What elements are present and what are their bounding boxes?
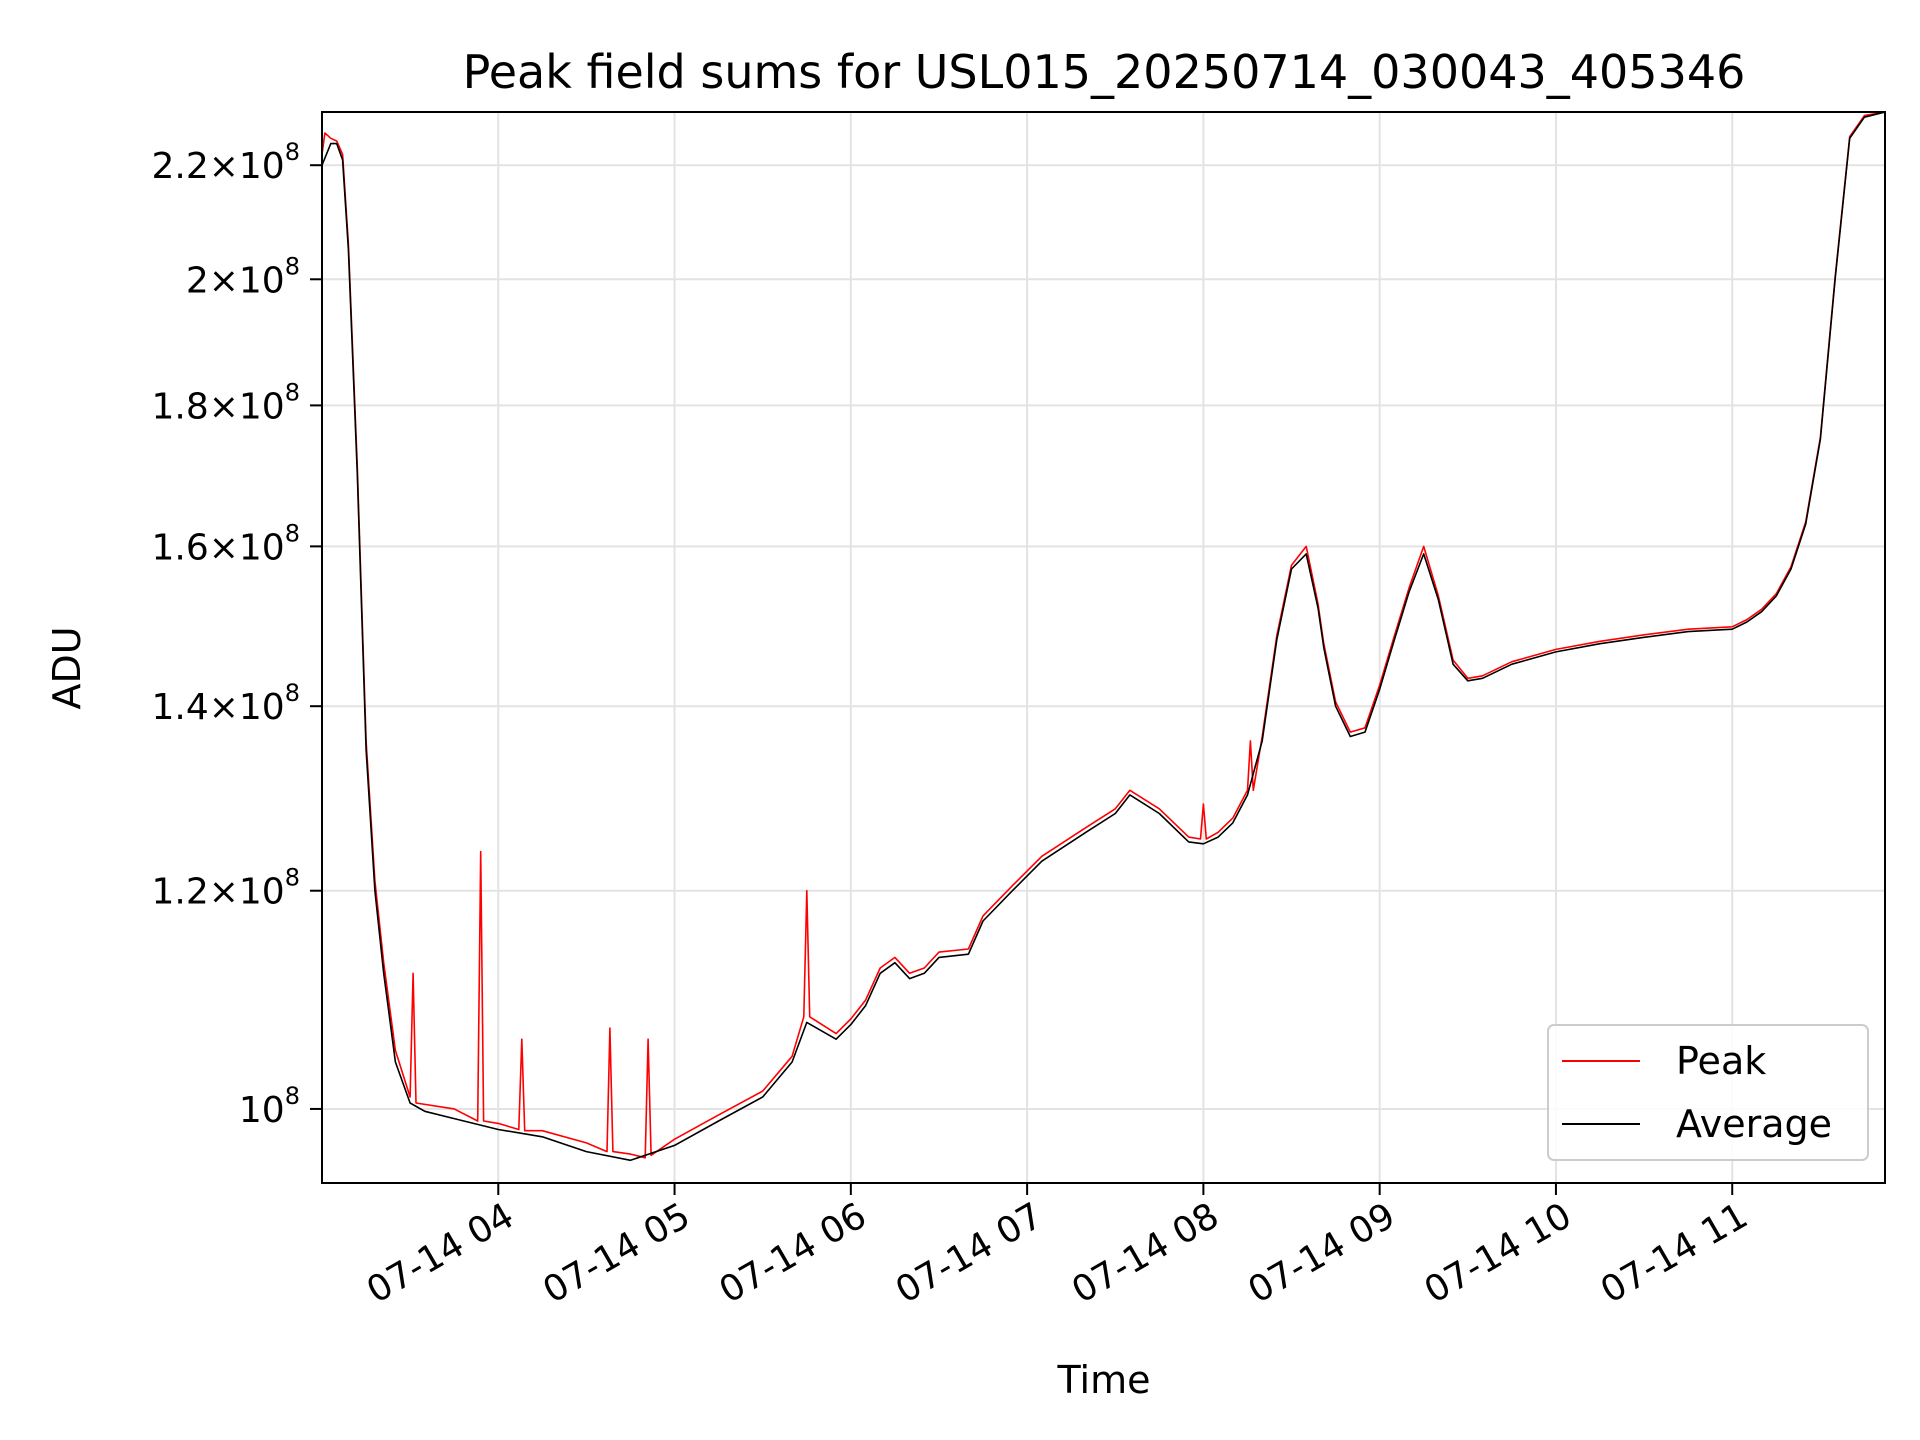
x-tick-label: 07-14 11 <box>1594 1195 1755 1311</box>
x-axis: 07-14 04 07-14 05 07-14 06 07-14 07 07-14 08… <box>360 1183 1755 1312</box>
x-tick-label: 07-14 09 <box>1241 1195 1402 1311</box>
chart-title: Peak field sums for USL015_20250714_0300… <box>463 45 1746 99</box>
axes-frame <box>321 111 1886 1184</box>
y-tick-label: 1.2×108 <box>151 864 300 913</box>
y-axis: 108 1.2×108 1.4×108 1.6×108 1.8×108 2×108 2.2×… <box>151 138 322 1131</box>
x-tick-label: 07-14 06 <box>713 1195 874 1311</box>
x-tick-label: 07-14 08 <box>1065 1195 1226 1311</box>
x-tick-label: 07-14 05 <box>536 1195 697 1311</box>
series-line-average <box>322 112 1885 1162</box>
x-tick-label: 07-14 04 <box>360 1195 521 1311</box>
legend-label-average: Average <box>1676 1102 1832 1146</box>
series-line-peak <box>322 112 1885 1159</box>
legend-label-peak: Peak <box>1676 1039 1766 1083</box>
y-tick-label: 1.6×108 <box>151 519 300 568</box>
y-axis-label: ADU <box>45 626 89 709</box>
y-tick-label: 108 <box>239 1082 300 1131</box>
series-layer <box>322 112 1885 1162</box>
gridlines <box>322 112 1885 1183</box>
legend: Peak Average <box>1547 1024 1869 1161</box>
y-tick-label: 1.4×108 <box>151 679 300 728</box>
y-tick-label: 2×108 <box>186 252 300 301</box>
x-tick-label: 07-14 10 <box>1418 1195 1579 1311</box>
x-axis-label: Time <box>1057 1358 1151 1402</box>
legend-box <box>1547 1024 1869 1161</box>
y-tick-label: 1.8×108 <box>151 378 300 427</box>
y-tick-label: 2.2×108 <box>151 138 300 187</box>
x-tick-label: 07-14 07 <box>889 1195 1050 1311</box>
